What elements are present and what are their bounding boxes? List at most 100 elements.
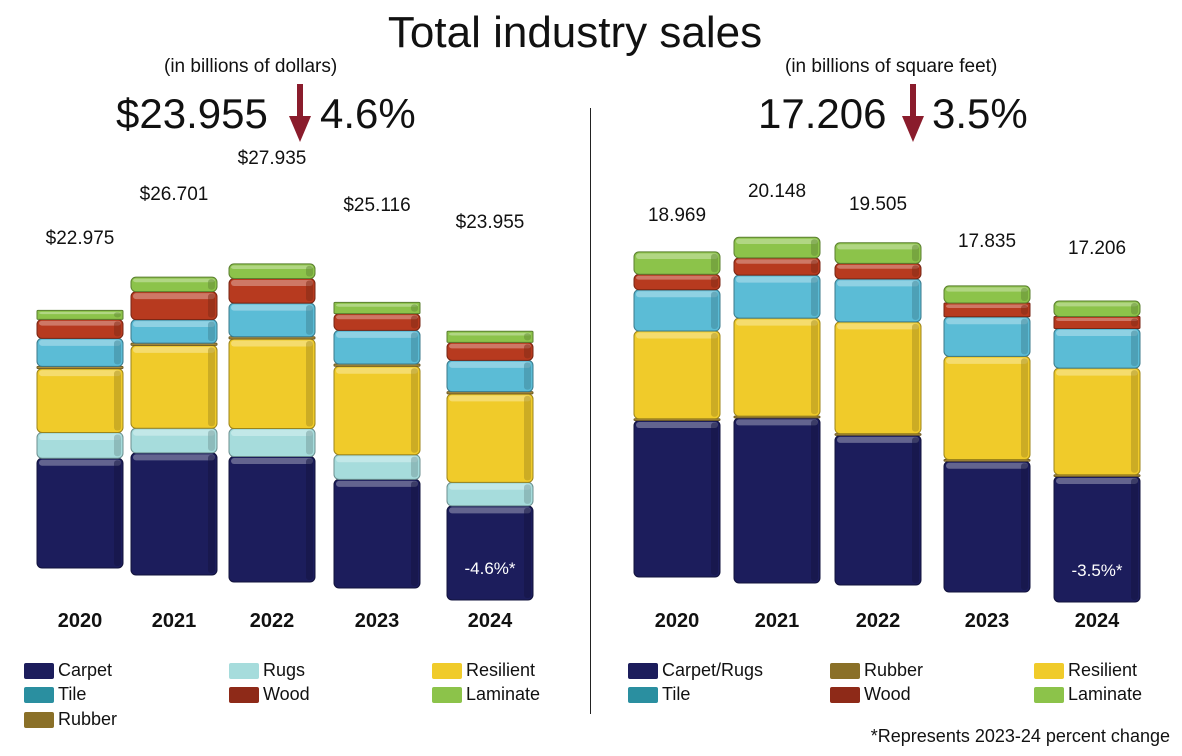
- legend-label: Resilient: [1068, 660, 1138, 680]
- sqft-year-label-2022: 2022: [856, 610, 901, 632]
- left-headline-value: $23.955: [116, 90, 268, 137]
- dollars-2020-resilient-segment: [36, 368, 124, 433]
- legend-swatch: [432, 662, 462, 679]
- left-legend-carpet: Carpet: [24, 660, 112, 681]
- dollars-2024-resilient-segment: [446, 393, 534, 483]
- sqft-2023-resilient-segment: [943, 355, 1031, 461]
- dollars-2021-resilient-segment: [130, 344, 218, 429]
- dollars-2024-tile-segment: [446, 359, 534, 393]
- right-legend-resilient: Resilient: [1034, 660, 1137, 681]
- legend-swatch: [24, 686, 54, 703]
- left-headline-change: 4.6%: [320, 90, 416, 137]
- legend-swatch: [830, 662, 860, 679]
- sqft-2021-wood-segment: [733, 257, 821, 276]
- dollars-2023-laminate-segment: [333, 301, 421, 315]
- dollars-2023-resilient-segment: [333, 365, 421, 456]
- sqft-2020-resilient-segment: [633, 330, 721, 420]
- dollars-total-label-2020: $22.975: [46, 228, 115, 249]
- sqft-2020-laminate-segment: [633, 251, 721, 275]
- dollars-year-label-2023: 2023: [355, 610, 400, 632]
- right-decrease-arrow-icon: [902, 84, 924, 142]
- dollars-bar-2021: [130, 276, 218, 576]
- sqft-year-label-2024: 2024: [1075, 610, 1120, 632]
- dollars-percent-change-annotation: -4.6%*: [464, 559, 515, 578]
- left-decrease-arrow-icon: [289, 84, 311, 142]
- legend-swatch: [830, 686, 860, 703]
- legend-label: Carpet: [58, 660, 113, 680]
- sqft-2020-tile-segment: [633, 289, 721, 332]
- left-legend-rubber: Rubber: [24, 709, 117, 730]
- dollars-bar-2023: [333, 301, 421, 589]
- legend-label: Rubber: [864, 660, 924, 680]
- dollars-2020-carpet-segment: [36, 457, 124, 569]
- sqft-year-label-2020: 2020: [655, 610, 700, 632]
- sqft-percent-change-annotation: -3.5%*: [1071, 561, 1122, 580]
- left-unit-label: (in billions of dollars): [164, 56, 338, 77]
- sqft-2024-resilient-segment: [1053, 367, 1141, 476]
- sqft-bar-2022: [834, 242, 922, 586]
- dollars-total-label-2022: $27.935: [238, 148, 307, 169]
- sqft-2024-carpet-rugs-segment: [1053, 475, 1141, 603]
- legend-label: Resilient: [466, 660, 536, 680]
- sqft-2023-laminate-segment: [943, 285, 1031, 304]
- sqft-2021-resilient-segment: [733, 317, 821, 417]
- dollars-2021-rugs-segment: [130, 427, 218, 454]
- right-headline-change: 3.5%: [932, 90, 1028, 137]
- sqft-year-label-2021: 2021: [755, 610, 800, 632]
- panel-divider: [590, 108, 591, 714]
- sqft-2022-resilient-segment: [834, 321, 922, 435]
- right-legend-laminate: Laminate: [1034, 684, 1142, 705]
- legend-label: Wood: [263, 684, 310, 704]
- sqft-total-label-2020: 18.969: [648, 205, 706, 226]
- legend-label: Carpet/Rugs: [662, 660, 764, 680]
- right-headline-value: 17.206: [758, 90, 887, 137]
- left-legend-tile: Tile: [24, 684, 86, 705]
- dollars-total-label-2024: $23.955: [456, 212, 525, 233]
- dollars-2022-carpet-segment: [228, 456, 316, 583]
- left-legend-resilient: Resilient: [432, 660, 535, 681]
- sqft-2022-carpet-rugs-segment: [834, 434, 922, 586]
- dollars-2024-carpet-segment: [446, 505, 534, 601]
- right-legend-carpet-rugs: Carpet/Rugs: [628, 660, 763, 681]
- footnote: *Represents 2023-24 percent change: [870, 726, 1170, 746]
- dollars-bar-2020: [36, 309, 124, 569]
- dollars-2022-resilient-segment: [228, 338, 316, 430]
- dollars-2023-rugs-segment: [333, 454, 421, 480]
- left-legend-wood: Wood: [229, 684, 310, 705]
- sqft-2021-tile-segment: [733, 274, 821, 319]
- sqft-total-label-2024: 17.206: [1068, 238, 1126, 259]
- dollars-2022-laminate-segment: [228, 263, 316, 279]
- right-legend-tile: Tile: [628, 684, 690, 705]
- sqft-bar-2020: [633, 251, 721, 578]
- dollars-2023-carpet-segment: [333, 478, 421, 589]
- dollars-2022-wood-segment: [228, 277, 316, 304]
- dollars-total-label-2023: $25.116: [343, 195, 410, 216]
- sqft-2021-laminate-segment: [733, 236, 821, 259]
- sqft-2023-carpet-rugs-segment: [943, 460, 1031, 593]
- sqft-2024-wood-segment: [1053, 315, 1141, 330]
- dollars-2021-wood-segment: [130, 291, 218, 321]
- sqft-2024-tile-segment: [1053, 328, 1141, 369]
- left-legend-rugs: Rugs: [229, 660, 305, 681]
- dollars-2023-wood-segment: [333, 313, 421, 331]
- dollars-2022-rugs-segment: [228, 428, 316, 458]
- sqft-2020-carpet-rugs-segment: [633, 419, 721, 578]
- sqft-bar-2021: [733, 236, 821, 584]
- sqft-2022-laminate-segment: [834, 242, 922, 264]
- sqft-bar-2024: [1053, 300, 1141, 603]
- legend-label: Tile: [662, 684, 691, 704]
- chart-title: Total industry sales: [387, 8, 763, 57]
- dollars-2024-wood-segment: [446, 341, 534, 361]
- dollars-2023-tile-segment: [333, 329, 421, 365]
- sqft-total-label-2022: 19.505: [849, 194, 907, 215]
- dollars-year-label-2022: 2022: [250, 610, 295, 632]
- sqft-2023-wood-segment: [943, 302, 1031, 318]
- legend-swatch: [628, 662, 658, 679]
- sqft-bar-2023: [943, 285, 1031, 593]
- sqft-year-label-2023: 2023: [965, 610, 1010, 632]
- legend-label: Rubber: [58, 709, 118, 729]
- dollars-2021-tile-segment: [130, 319, 218, 344]
- sqft-2024-laminate-segment: [1053, 300, 1141, 317]
- sqft-2022-tile-segment: [834, 278, 922, 323]
